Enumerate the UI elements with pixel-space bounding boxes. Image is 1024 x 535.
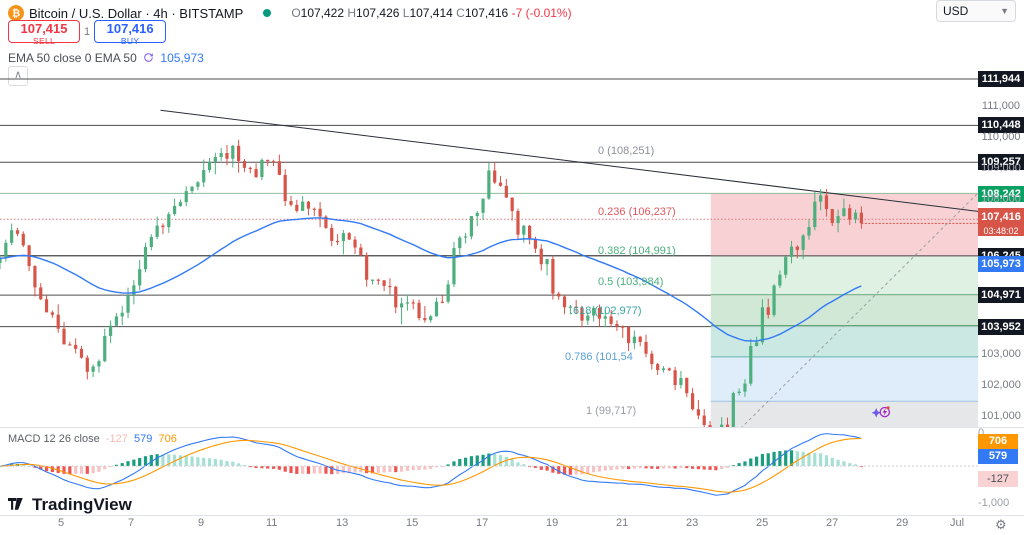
- svg-text:₿: ₿: [12, 8, 20, 20]
